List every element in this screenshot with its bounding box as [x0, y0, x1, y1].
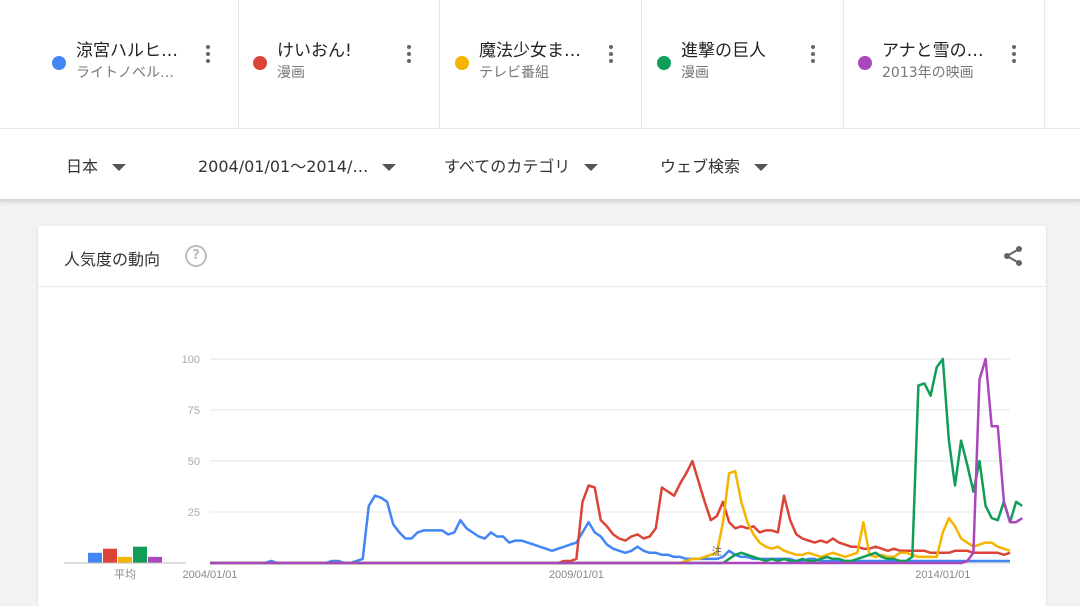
term-category: 2013年の映画	[882, 65, 974, 81]
more-vert-icon[interactable]	[1002, 42, 1026, 72]
term-name: 涼宮ハルヒ…	[76, 41, 178, 61]
term-color-dot	[657, 56, 671, 70]
y-tick-label: 50	[188, 456, 200, 468]
trend-chart: 100 75 50 25 2004/01/01 2009/01/01 2014/01/01 注…	[64, 354, 1023, 581]
search-type-dropdown[interactable]: ウェブ検索	[660, 153, 769, 177]
more-vert-icon[interactable]	[801, 42, 825, 72]
term-name: けいおん!	[277, 41, 352, 61]
average-label: 平均	[114, 568, 136, 581]
card-header: 人気度の動向 ?	[38, 226, 1046, 287]
date-range-label: 2004/01/01〜2014/…	[198, 157, 369, 176]
y-tick-label: 25	[188, 507, 200, 519]
filter-bar: 日本 2004/01/01〜2014/… すべてのカテゴリ ウェブ検索	[0, 128, 1080, 201]
caret-down-icon	[754, 164, 769, 171]
term-category: テレビ番組	[479, 65, 549, 81]
caret-down-icon	[584, 164, 599, 171]
term-name: アナと雪の…	[882, 41, 984, 61]
term-card-2[interactable]: けいおん! 漫画	[239, 0, 440, 128]
series-line	[210, 357, 1023, 565]
term-category: 漫画	[277, 65, 305, 81]
average-bar	[133, 546, 147, 563]
term-card-3[interactable]: 魔法少女ま… テレビ番組	[441, 0, 642, 128]
share-icon[interactable]	[1001, 244, 1025, 268]
more-vert-icon[interactable]	[397, 42, 421, 72]
comparison-terms-bar: 涼宮ハルヒ… ライトノベル… けいおん! 漫画 魔法少女ま… テレビ番組 進撃の…	[0, 0, 1080, 128]
caret-down-icon	[112, 164, 127, 171]
card-title: 人気度の動向	[64, 250, 161, 269]
x-tick-label: 2014/01/01	[915, 569, 970, 581]
y-tick-label: 100	[182, 354, 200, 366]
term-color-dot	[858, 56, 872, 70]
term-card-4[interactable]: 進撃の巨人 漫画	[643, 0, 844, 128]
term-color-dot	[253, 56, 267, 70]
term-category: ライトノベル…	[76, 65, 174, 81]
search-type-label: ウェブ検索	[660, 157, 741, 176]
term-color-dot	[52, 56, 66, 70]
caret-down-icon	[382, 164, 397, 171]
region-label: 日本	[66, 157, 99, 176]
category-dropdown[interactable]: すべてのカテゴリ	[444, 153, 599, 177]
x-tick-label: 2009/01/01	[549, 569, 604, 581]
average-bar	[148, 556, 162, 563]
region-dropdown[interactable]: 日本	[66, 153, 127, 177]
term-card-5[interactable]: アナと雪の… 2013年の映画	[844, 0, 1045, 128]
term-color-dot	[455, 56, 469, 70]
more-vert-icon[interactable]	[599, 42, 623, 72]
note-marker: 注	[712, 545, 722, 558]
category-label: すべてのカテゴリ	[444, 157, 571, 176]
y-tick-label: 75	[188, 405, 200, 417]
term-name: 魔法少女ま…	[479, 41, 581, 61]
x-tick-label: 2004/01/01	[182, 569, 237, 581]
average-bar	[118, 556, 132, 563]
term-name: 進撃の巨人	[681, 41, 766, 61]
help-circle-icon[interactable]: ?	[185, 245, 207, 267]
more-vert-icon[interactable]	[196, 42, 220, 72]
average-bar	[103, 548, 117, 563]
average-bar	[88, 552, 102, 563]
term-category: 漫画	[681, 65, 709, 81]
term-card-1[interactable]: 涼宮ハルヒ… ライトノベル…	[38, 0, 239, 128]
date-range-dropdown[interactable]: 2004/01/01〜2014/…	[198, 153, 397, 177]
interest-over-time-card: 人気度の動向 ? 100 75 50 25 2004/01/01 2009/01/01 20…	[38, 226, 1046, 606]
